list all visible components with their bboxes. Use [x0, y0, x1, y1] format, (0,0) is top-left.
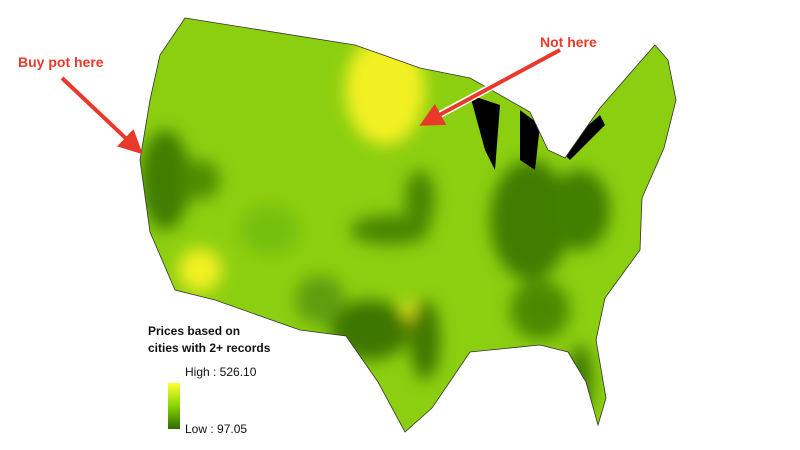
- arrow: [419, 48, 561, 126]
- legend-high: High : 526.10: [185, 365, 257, 379]
- legend: Prices based on cities with 2+ records H…: [148, 324, 271, 436]
- legend-title: Prices based on: [148, 324, 240, 338]
- legend-title: cities with 2+ records: [148, 341, 271, 355]
- arrow: [60, 76, 143, 155]
- annotation: Buy pot here: [18, 54, 104, 70]
- annotation: Not here: [540, 34, 597, 50]
- legend-low: Low : 97.05: [185, 422, 247, 436]
- legend-gradient: [168, 383, 180, 429]
